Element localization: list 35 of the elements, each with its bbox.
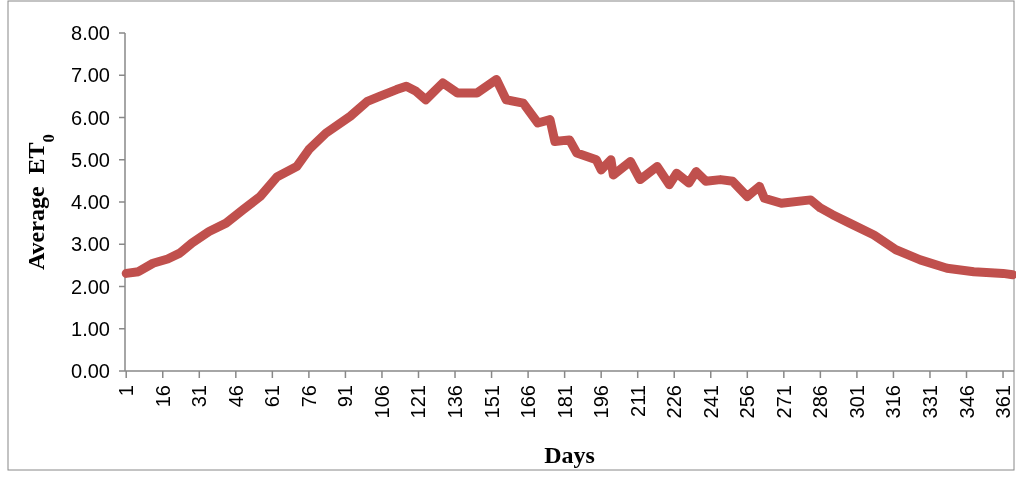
x-tick-label: 46 [224, 385, 247, 408]
y-tick-label: 3.00 [71, 233, 110, 256]
x-tick-label: 181 [553, 385, 576, 419]
y-tick-label: 7.00 [71, 64, 110, 87]
x-tick-label: 226 [663, 385, 686, 419]
x-tick-label: 1 [115, 385, 138, 397]
x-tick-label: 331 [918, 385, 941, 419]
x-tick-label: 91 [334, 385, 357, 408]
x-tick-label: 31 [188, 385, 211, 408]
x-axis-title: Days [544, 442, 595, 468]
x-tick-label: 196 [590, 385, 613, 419]
x-tick-label: 16 [151, 385, 174, 408]
y-tick-label: 6.00 [71, 106, 110, 129]
x-tick-label: 256 [736, 385, 759, 419]
x-tick-label: 241 [699, 385, 722, 419]
x-tick-label: 151 [480, 385, 503, 419]
x-tick-label: 211 [626, 385, 649, 417]
y-tick-label: 4.00 [71, 191, 110, 213]
x-tick-label: 346 [955, 385, 978, 419]
y-tick-label: 2.00 [71, 275, 110, 298]
x-tick-label: 286 [809, 385, 832, 419]
x-tick-label: 121 [407, 385, 430, 419]
x-tick-label: 136 [444, 385, 467, 419]
y-tick-label: 0.00 [71, 360, 110, 382]
x-tick-label: 76 [297, 385, 320, 408]
x-tick-label: 301 [845, 385, 868, 419]
y-tick-label: 1.00 [71, 317, 110, 340]
y-tick-label: 8.00 [71, 22, 110, 44]
x-tick-label: 361 [992, 385, 1015, 419]
y-tick-label: 5.00 [71, 148, 110, 171]
x-tick-label: 61 [261, 385, 284, 408]
x-tick-label: 316 [882, 385, 905, 419]
x-tick-label: 271 [772, 385, 795, 419]
x-tick-label: 106 [370, 385, 393, 419]
x-tick-label: 166 [517, 385, 540, 419]
